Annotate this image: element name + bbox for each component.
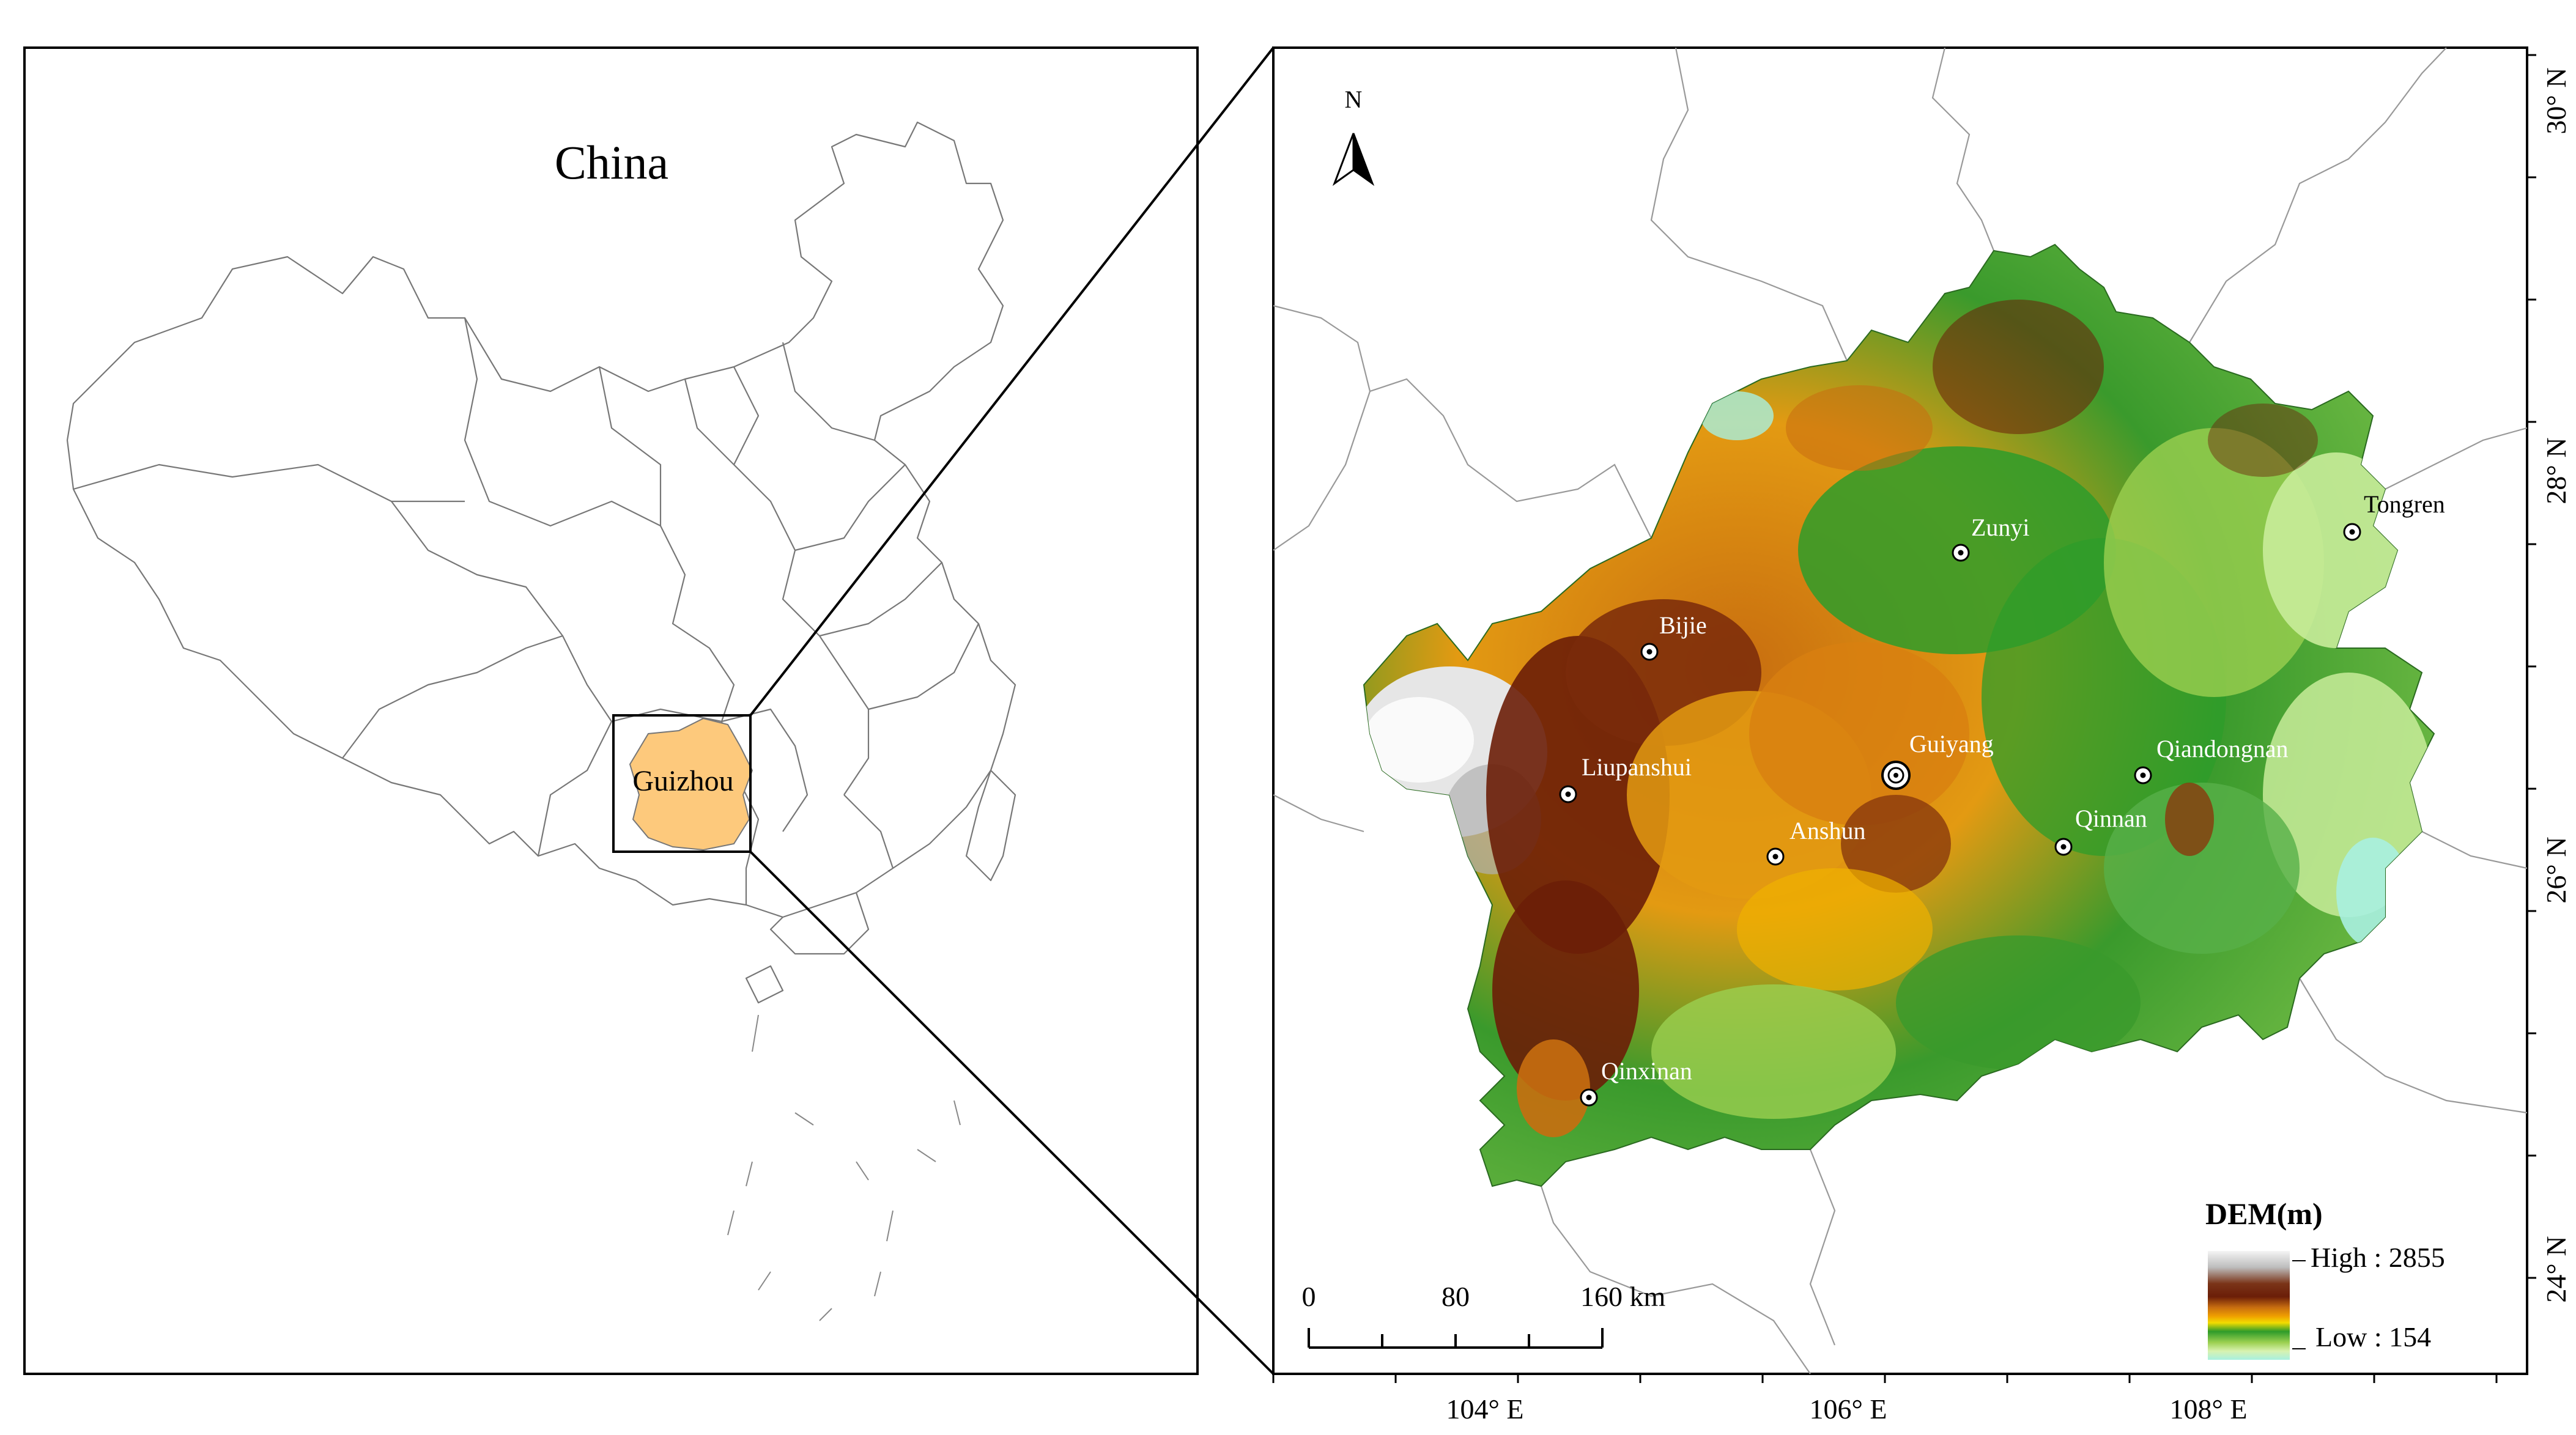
city-label-qinnan: Qinnan <box>2075 805 2147 832</box>
city-label-qiandongnan: Qiandongnan <box>2156 735 2289 762</box>
lon-ticks <box>1272 1374 2498 1383</box>
city-labels: Zunyi Tongren Bijie Guiyang Liupanshui Q… <box>1582 490 2445 1085</box>
overview-frame <box>23 46 1199 1375</box>
scale-bar-labels: 0 80 160 km <box>1302 1281 1666 1312</box>
city-label-bijie: Bijie <box>1659 611 1707 639</box>
legend-color-ramp <box>2208 1251 2290 1360</box>
legend-title: DEM(m) <box>2205 1197 2323 1231</box>
lon-tick-106: 106° E <box>1810 1393 1887 1425</box>
scale-label-0: 0 <box>1302 1281 1316 1312</box>
city-label-tongren: Tongren <box>2364 490 2445 518</box>
north-label: N <box>1345 86 1363 113</box>
lon-tick-104: 104° E <box>1446 1393 1524 1425</box>
legend-high-label: High : 2855 <box>2311 1242 2445 1273</box>
connector-line-top <box>749 46 1275 717</box>
south-china-sea-islands <box>727 1014 961 1321</box>
lon-tick-labels: 104° E 106° E 108° E <box>1446 1393 2248 1425</box>
guizhou-label: Guizhou <box>632 765 733 797</box>
scale-label-160: 160 km <box>1580 1281 1666 1312</box>
north-arrow-icon <box>1332 133 1375 186</box>
city-label-guiyang: Guiyang <box>1909 730 1994 758</box>
neighbor-boundaries <box>1273 47 2528 1374</box>
lat-tick-30: 30° N <box>2541 67 2572 134</box>
china-label: China <box>555 136 668 189</box>
lat-tick-26: 26° N <box>2541 836 2572 903</box>
city-label-anshun: Anshun <box>1790 817 1865 844</box>
lon-tick-108: 108° E <box>2170 1393 2248 1425</box>
scale-label-80: 80 <box>1442 1281 1470 1312</box>
city-label-zunyi: Zunyi <box>1971 514 2030 541</box>
lat-tick-labels: 30° N 28° N 26° N 24° N <box>2541 67 2572 1302</box>
city-markers <box>1559 523 2361 1107</box>
connector-line-bottom <box>749 850 1275 1375</box>
lat-tick-28: 28° N <box>2541 437 2572 504</box>
city-label-qinxinan: Qinxinan <box>1601 1057 1692 1085</box>
lat-tick-24: 24° N <box>2541 1236 2572 1302</box>
lat-ticks <box>2527 54 2536 1279</box>
china-outline <box>66 121 1016 1004</box>
guizhou-extent-box <box>612 714 752 853</box>
city-label-liupanshui: Liupanshui <box>1582 753 1692 781</box>
guizhou-highlight <box>629 717 753 851</box>
scale-bar <box>1308 1328 1604 1349</box>
legend-low-label: Low : 154 <box>2315 1321 2431 1352</box>
